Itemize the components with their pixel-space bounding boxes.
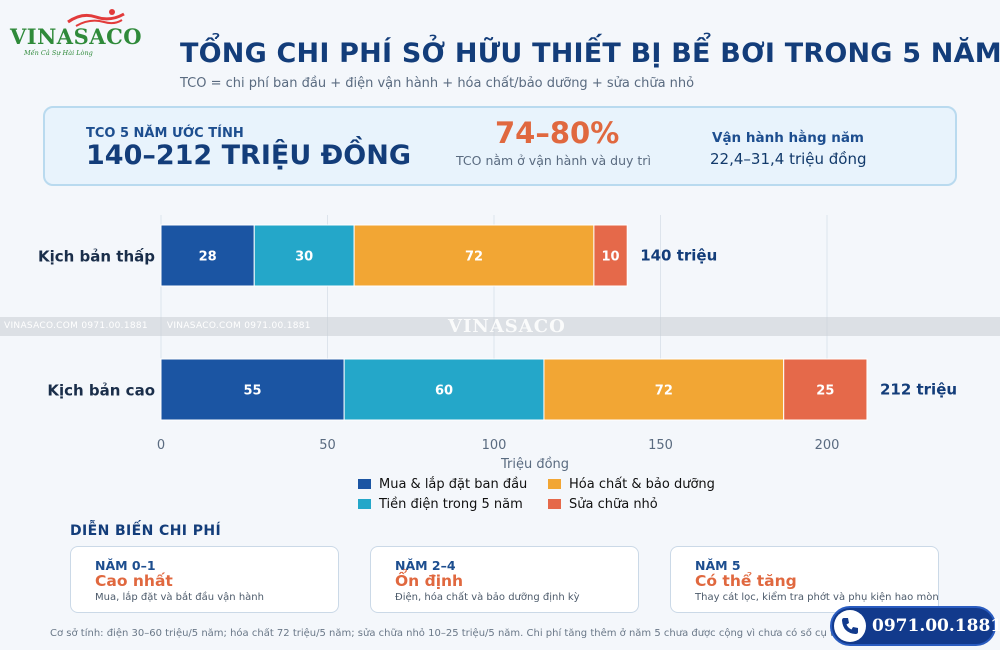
card-headline: Có thể tăng [695,572,797,590]
card-headline: Ổn định [395,572,464,590]
brand-logo: VINASACO Mến Cả Sự Hài Lòng [10,8,143,62]
watermark-logo: VINASACO [448,317,566,336]
bar-segment [593,224,628,287]
phone-icon [834,610,866,642]
timeline-card: NĂM 5 Có thể tăng Thay cát lọc, kiểm tra… [670,546,939,613]
legend-swatch [358,479,371,489]
data-label: 55 [244,384,262,399]
legend-item: Sửa chữa nhỏ [548,497,658,512]
x-tick-label: 0 [157,438,165,453]
bar-segment [253,224,355,287]
legend-item: Hóa chất & bảo dưỡng [548,477,715,492]
bar-segment [783,358,868,421]
summary-banner: TCO 5 NĂM ƯỚC TÍNH 140–212 TRIỆU ĐỒNG 74… [43,106,957,186]
logo-text: VINASACO [10,24,143,49]
bar-segment [160,224,255,287]
footnote: Cơ sở tính: điện 30–60 triệu/5 năm; hóa … [50,628,840,639]
timeline-card: NĂM 0–1 Cao nhất Mua, lắp đặt và bắt đầu… [70,546,339,613]
data-label: 10 [602,250,620,265]
share-value: 74–80% [495,116,620,150]
card-description: Điện, hóa chất và bảo dưỡng định kỳ [395,592,580,603]
timeline-card: NĂM 2–4 Ổn định Điện, hóa chất và bảo dư… [370,546,639,613]
x-tick-label: 100 [482,438,507,453]
tco-label: TCO 5 NĂM ƯỚC TÍNH [86,126,244,141]
page-subtitle: TCO = chi phí ban đầu + điện vận hành + … [180,76,695,91]
watermark-band: VINASACO.COM 0971.00.1881 VINASACO.COM 0… [0,317,1000,336]
x-axis-label: Triệu đồng [500,457,569,472]
stacked-bar-chart: 0 50 100 150 200 Triệu đồng Kịch bản thấp 28 30 7… [38,215,957,472]
data-label: 28 [199,250,217,265]
data-label: 60 [435,384,453,399]
legend-swatch [548,479,561,489]
x-tick-label: 200 [815,438,840,453]
legend-swatch [358,499,371,509]
bar-segment [160,358,345,421]
hotline-button[interactable]: 0971.00.1881 [830,606,1000,646]
legend-item: Mua & lắp đặt ban đầu [358,477,527,492]
bar-segment [353,224,595,287]
annual-value: 22,4–31,4 triệu đồng [710,150,867,168]
data-label: 72 [465,250,483,265]
card-year: NĂM 5 [695,558,741,573]
card-year: NĂM 0–1 [95,558,156,573]
bar-segment [343,358,545,421]
legend-item: Tiền điện trong 5 năm [358,497,523,512]
category-label: Kịch bản cao [47,382,155,400]
logo-tagline: Mến Cả Sự Hài Lòng [24,49,93,57]
swimmer-logo-icon [67,9,125,27]
total-label: 140 triệu [640,247,717,265]
watermark-text: VINASACO.COM 0971.00.1881 VINASACO.COM 0… [4,321,311,331]
annual-label: Vận hành hằng năm [712,130,864,146]
share-note: TCO nằm ở vận hành và duy trì [456,153,651,168]
hotline-number: 0971.00.1881 [872,616,1000,636]
card-headline: Cao nhất [95,572,173,590]
x-tick-label: 150 [648,438,673,453]
bar-segment [543,358,785,421]
data-label: 72 [655,384,673,399]
total-label: 212 triệu [880,381,957,399]
x-tick-label: 50 [319,438,336,453]
page-title: TỔNG CHI PHÍ SỞ HỮU THIẾT BỊ BỂ BƠI TRON… [180,38,1000,69]
card-description: Thay cát lọc, kiểm tra phớt và phụ kiện … [695,592,939,603]
card-year: NĂM 2–4 [395,558,456,573]
data-label: 25 [816,384,834,399]
timeline-title: DIỄN BIẾN CHI PHÍ [70,523,222,539]
tco-value: 140–212 TRIỆU ĐỒNG [86,140,411,171]
category-label: Kịch bản thấp [38,248,155,266]
data-label: 30 [295,250,313,265]
chart-legend: Mua & lắp đặt ban đầu Tiền điện trong 5 … [358,477,778,517]
legend-swatch [548,499,561,509]
card-description: Mua, lắp đặt và bắt đầu vận hành [95,592,264,603]
